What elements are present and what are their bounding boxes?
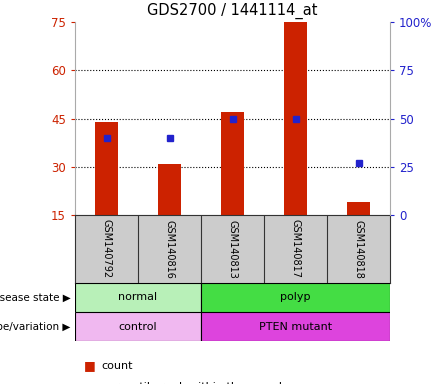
Bar — [75, 312, 201, 341]
Text: GSM140818: GSM140818 — [353, 220, 363, 278]
Text: PTEN mutant: PTEN mutant — [259, 321, 332, 331]
Bar — [201, 283, 390, 312]
Text: GSM140817: GSM140817 — [291, 220, 301, 278]
Bar — [158, 164, 181, 215]
Bar — [95, 122, 117, 215]
Bar — [201, 312, 390, 341]
Bar — [284, 22, 307, 215]
Text: control: control — [119, 321, 157, 331]
Text: genotype/variation ▶: genotype/variation ▶ — [0, 321, 71, 331]
Text: disease state ▶: disease state ▶ — [0, 293, 71, 303]
Text: count: count — [101, 361, 132, 371]
Text: GSM140816: GSM140816 — [165, 220, 174, 278]
Bar — [75, 283, 201, 312]
Text: GSM140813: GSM140813 — [227, 220, 237, 278]
Text: percentile rank within the sample: percentile rank within the sample — [101, 382, 289, 384]
Text: ■: ■ — [84, 359, 95, 372]
Bar — [347, 202, 369, 215]
Text: polyp: polyp — [280, 293, 311, 303]
Title: GDS2700 / 1441114_at: GDS2700 / 1441114_at — [147, 3, 318, 19]
Bar — [221, 112, 243, 215]
Text: normal: normal — [119, 293, 158, 303]
Text: ■: ■ — [84, 381, 95, 384]
Text: GSM140792: GSM140792 — [101, 219, 112, 278]
